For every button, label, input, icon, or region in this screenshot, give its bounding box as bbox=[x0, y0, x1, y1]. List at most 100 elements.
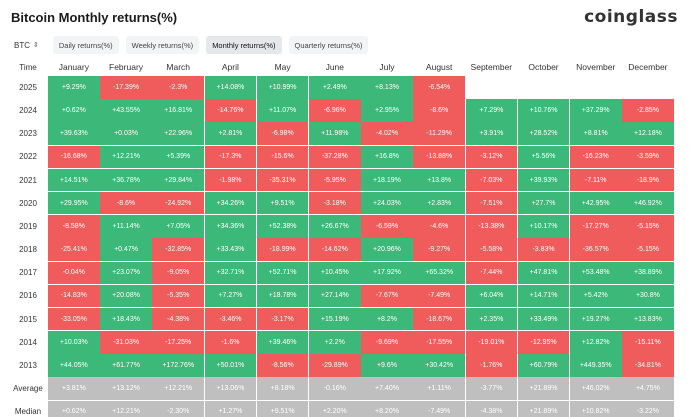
return-cell: +34.36% bbox=[204, 215, 257, 238]
summary-cell: -2.30% bbox=[152, 400, 205, 417]
return-cell: +39.93% bbox=[517, 168, 570, 192]
return-cell: +14.51% bbox=[48, 168, 100, 192]
return-cell: +0.62% bbox=[48, 99, 100, 122]
table-row: 2024 +0.62% +43.55% +16.81% -14.76% +11.07% -6… bbox=[8, 99, 674, 122]
return-cell: +172.76% bbox=[152, 354, 205, 377]
return-cell: +13.8% bbox=[413, 168, 465, 192]
return-cell: -16.68% bbox=[48, 145, 100, 169]
year-label: 2014 bbox=[19, 337, 37, 347]
return-cell: -6.98% bbox=[256, 122, 309, 145]
return-cell: -6.54% bbox=[413, 76, 465, 99]
return-cell: +16.81% bbox=[152, 99, 205, 122]
return-cell: +27.7% bbox=[517, 191, 570, 215]
return-cell: -1.6% bbox=[204, 331, 257, 354]
return-cell: +5.56% bbox=[517, 145, 570, 169]
return-cell: -13.88% bbox=[413, 145, 465, 169]
monthly-returns-table: Time January February March April May June Jul… bbox=[8, 58, 674, 417]
return-cell: +46.92% bbox=[622, 191, 674, 215]
return-cell: +18.43% bbox=[100, 307, 152, 331]
return-cell: -17.3% bbox=[204, 145, 257, 169]
month-header: March bbox=[166, 62, 191, 72]
return-cell: +3.91% bbox=[465, 122, 518, 145]
year-label: 2020 bbox=[19, 198, 37, 208]
summary-cell: +13.06% bbox=[204, 377, 257, 400]
return-cell: -25.41% bbox=[48, 238, 100, 261]
return-cell: +61.77% bbox=[100, 354, 152, 377]
return-cell: -9.27% bbox=[413, 238, 465, 261]
tab-weekly-returns[interactable]: Weekly returns(%) bbox=[125, 36, 200, 54]
year-label: 2017 bbox=[19, 268, 37, 278]
return-cell: -3.12% bbox=[465, 145, 518, 169]
return-cell: -36.57% bbox=[569, 238, 622, 261]
coinglass-logo: coinglass bbox=[584, 7, 678, 27]
return-cell: +5.42% bbox=[569, 284, 622, 308]
toolbar: BTC ⇕ Daily returns(%) Weekly returns(%)… bbox=[10, 36, 371, 54]
tab-monthly-returns[interactable]: Monthly returns(%) bbox=[206, 36, 282, 54]
return-cell: -7.49% bbox=[413, 284, 465, 308]
table-row: 2019 -8.58% +11.14% +7.05% +34.36% +52.38% +26… bbox=[8, 215, 674, 238]
return-cell: +30.42% bbox=[413, 354, 465, 377]
return-cell: -4.38% bbox=[152, 307, 205, 331]
month-header: July bbox=[379, 62, 395, 72]
return-cell bbox=[465, 76, 518, 99]
asset-select[interactable]: BTC ⇕ bbox=[10, 36, 43, 54]
return-cell: +20.96% bbox=[361, 238, 413, 261]
table-row: 2020 +29.95% -8.6% -24.92% +34.26% +9.51% -3.1… bbox=[8, 191, 674, 215]
month-header: April bbox=[221, 62, 239, 72]
return-cell bbox=[569, 76, 622, 99]
return-cell: +14.08% bbox=[204, 76, 257, 99]
return-cell: +5.39% bbox=[152, 145, 205, 169]
return-cell: +8.2% bbox=[361, 307, 413, 331]
month-header: May bbox=[274, 62, 291, 72]
asset-select-label: BTC bbox=[14, 40, 30, 50]
return-cell: +24.03% bbox=[361, 191, 413, 215]
return-cell: -8.6% bbox=[100, 191, 152, 215]
return-cell: -5.95% bbox=[308, 168, 361, 192]
return-cell: -8.6% bbox=[413, 99, 465, 122]
return-cell: -5.15% bbox=[622, 215, 674, 238]
month-header: December bbox=[628, 62, 668, 72]
table-row: 2022 -16.68% +12.21% +5.39% -17.3% -15.6% -37.… bbox=[8, 145, 674, 169]
return-cell: +29.84% bbox=[152, 168, 205, 192]
summary-cell: -3.22% bbox=[622, 400, 674, 417]
return-cell: +26.67% bbox=[308, 215, 361, 238]
tab-quarterly-returns[interactable]: Quarterly returns(%) bbox=[288, 36, 369, 54]
return-cell: +65.32% bbox=[413, 261, 465, 284]
summary-cell: +10.82% bbox=[569, 400, 622, 417]
year-label: 2016 bbox=[19, 291, 37, 301]
return-cell: +0.03% bbox=[100, 122, 152, 145]
return-cell: +16.8% bbox=[361, 145, 413, 169]
return-cell: +7.29% bbox=[465, 99, 518, 122]
table-row: 2025 +9.29% -17.39% -2.3% +14.08% +10.99% +2.4… bbox=[8, 76, 674, 99]
return-cell: +8.81% bbox=[569, 122, 622, 145]
summary-cell: +2.20% bbox=[308, 400, 361, 417]
return-cell: +7.27% bbox=[204, 284, 257, 308]
summary-cell: +1.11% bbox=[413, 377, 465, 400]
return-cell: +37.29% bbox=[569, 99, 622, 122]
return-cell: -3.59% bbox=[622, 145, 674, 169]
month-header: October bbox=[528, 62, 559, 72]
return-cell: +6.04% bbox=[465, 284, 518, 308]
month-header: September bbox=[470, 62, 513, 72]
tab-daily-returns[interactable]: Daily returns(%) bbox=[52, 36, 119, 54]
return-cell: -3.18% bbox=[308, 191, 361, 215]
return-cell: -19.01% bbox=[465, 331, 518, 354]
return-cell: -17.39% bbox=[100, 76, 152, 99]
return-cell: +7.05% bbox=[152, 215, 205, 238]
summary-cell: -7.49% bbox=[413, 400, 465, 417]
return-cell: -7.67% bbox=[361, 284, 413, 308]
return-cell: +18.78% bbox=[256, 284, 309, 308]
year-label: 2021 bbox=[19, 175, 37, 185]
year-label: 2019 bbox=[19, 221, 37, 231]
return-cell: -14.62% bbox=[308, 238, 361, 261]
return-cell: +449.35% bbox=[569, 354, 622, 377]
year-label: 2018 bbox=[19, 245, 37, 255]
return-cell: +47.81% bbox=[517, 261, 570, 284]
summary-cell: -3.77% bbox=[465, 377, 518, 400]
return-cell: -18.67% bbox=[413, 307, 465, 331]
return-cell: +42.95% bbox=[569, 191, 622, 215]
month-header: January bbox=[58, 62, 89, 72]
return-cell: +11.07% bbox=[256, 99, 309, 122]
return-cell: +9.29% bbox=[48, 76, 100, 99]
return-cell: -7.03% bbox=[465, 168, 518, 192]
